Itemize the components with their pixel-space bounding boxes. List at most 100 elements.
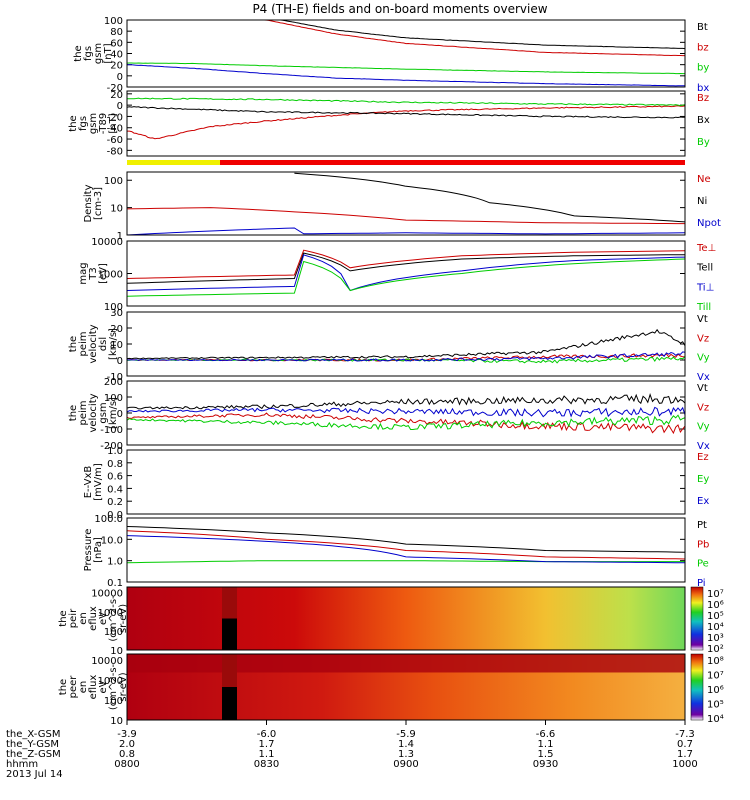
ytick-label: 20: [110, 90, 123, 101]
data-gap-block: [222, 687, 237, 720]
ytick-label: -10: [107, 372, 123, 383]
ylabel-peir_en_eflux: thepeirenefluxeV(cm^2-s-sr-eV): [58, 595, 129, 642]
ytick-label: 10000: [91, 589, 123, 600]
series-line-Tell: [126, 252, 686, 284]
ylabel-line: Density: [83, 184, 94, 222]
orbit-value: 1.1: [259, 749, 275, 760]
ytick-label: 20: [110, 61, 123, 72]
ylabel-peim_velocity_dsl: thepeimvelocitydsl[km/s]: [68, 324, 119, 363]
ytick-label: 100: [104, 176, 123, 187]
series-line-Till: [126, 258, 686, 297]
ylabel-line: eV: [98, 680, 109, 693]
legend-label-Pe: Pe: [697, 559, 709, 570]
ylabel-line: E--VxB: [83, 466, 94, 499]
ytick-label: 1000: [98, 270, 123, 281]
panel-frame: [126, 90, 686, 157]
ylabel-line: [nT]: [108, 113, 119, 133]
series-line-Npot: [126, 227, 686, 236]
panel-frame: [126, 380, 686, 446]
ylabel-line: the: [58, 679, 69, 695]
legend-label-bz: bz: [697, 42, 709, 53]
legend-label-Pi: Pi: [697, 578, 706, 589]
mode-bar-segment: [220, 160, 685, 165]
panel-frame: [126, 517, 686, 583]
legend-label-Bt: Bt: [697, 22, 708, 33]
ylabel-line: [nPa]: [93, 537, 104, 563]
ytick-label: -200: [100, 441, 123, 452]
ylabel-line: fgs: [83, 46, 94, 61]
legend-label-Ne: Ne: [697, 174, 711, 185]
ytick-label: 10000: [91, 237, 123, 248]
ylabel-line: en: [78, 681, 89, 694]
orbit-label: 2013 Jul 14: [6, 769, 63, 780]
colorbar-tick: 10³: [707, 633, 724, 644]
legend-label-by: by: [697, 63, 709, 74]
orbit-value: 0.8: [119, 749, 135, 760]
series-line-Ti⊥: [126, 254, 686, 292]
ytick-label: 0.6: [107, 472, 123, 483]
ylabel-line: the: [73, 45, 84, 61]
ylabel-line: gsm: [98, 402, 109, 423]
ylabel-line: [eV]: [98, 263, 109, 284]
legend-label-Vz: Vz: [697, 333, 709, 344]
series-line-By: [127, 97, 686, 107]
series-line-bx: [126, 64, 685, 87]
series-line-Vy: [126, 414, 686, 431]
legend-label-Pt: Pt: [697, 520, 707, 531]
ylabel-line: velocity: [88, 393, 99, 432]
spectrogram-peir_en_eflux: [127, 587, 685, 650]
panel-frame: [126, 171, 686, 236]
colorbar-tick: 10⁸: [707, 656, 724, 667]
ytick-label: 1000: [98, 676, 123, 687]
ylabel-line: (cm^2-s-: [108, 663, 119, 710]
ylabel-line: [cm-3]: [93, 187, 104, 220]
panel-peir_en_eflux: thepeirenefluxeV(cm^2-s-sr-eV)10000 1000 1…: [58, 586, 724, 657]
orbit-value: 0.7: [677, 739, 693, 750]
series-line-Pb: [126, 530, 686, 560]
colorbar-tick: 10⁵: [707, 611, 724, 622]
ytick-label: 100.0: [94, 514, 123, 525]
ylabel-efield: E--VxB[mV/m]: [83, 463, 104, 501]
legend-label-Bz: Bz: [697, 93, 709, 104]
orbit-value: 0830: [254, 759, 279, 770]
colorbar-tick: 10⁶: [707, 600, 724, 611]
ylabel-pressure: Pressure[nPa]: [83, 529, 104, 572]
ylabel-density: Density[cm-3]: [83, 184, 104, 222]
ytick-label: -20: [107, 112, 123, 123]
panel-fgs_gsm_t89: thefgsgsm-T89[nT] 200-20-40-60-80 Bz Bx By: [68, 90, 710, 158]
series-line-by: [126, 62, 685, 75]
legend-label-Ni: Ni: [697, 196, 707, 207]
ylabel-line: [nT]: [103, 43, 114, 63]
ylabel-line: [mV/m]: [93, 463, 104, 501]
ytick-label: 100: [104, 696, 123, 707]
legend-label-Ez: Ez: [697, 452, 709, 463]
ylabel-fgs_gsm: thefgsgsm[nT]: [73, 43, 114, 64]
colorbar-tick: 10²: [707, 644, 724, 655]
ytick-label: 1000: [98, 608, 123, 619]
ytick-label: -60: [107, 135, 123, 146]
panel-frame: [126, 449, 686, 515]
orbit-label: the_Z-GSM: [6, 749, 61, 760]
ytick-label: 10: [110, 716, 123, 727]
legend-label-Ti⊥: Ti⊥: [696, 282, 714, 293]
ytick-label: 0.0: [107, 510, 123, 521]
orbit-value: 1000: [672, 759, 697, 770]
panel-density: Density[cm-3]100 10 1 Ne Ni Npot: [83, 171, 721, 242]
legend-label-Npot: Npot: [697, 218, 721, 229]
ytick-label: 100: [104, 627, 123, 638]
ylabel-line: (cm^2-s-: [108, 595, 119, 642]
ylabel-peer_en_eflux: thepeerenefluxeV(cm^2-s-sr-eV): [58, 663, 129, 710]
series-line-Vx: [126, 406, 686, 418]
colorbar-tick: 10⁷: [707, 671, 724, 682]
colorbar-peir_en_eflux: [690, 586, 704, 651]
ylabel-line: velocity: [88, 324, 99, 363]
orbit-value: 1.3: [398, 749, 414, 760]
ytick-label: 0: [117, 72, 123, 83]
legend-label-Ey: Ey: [697, 474, 709, 485]
series-line-Bx: [126, 106, 685, 119]
ytick-label: -40: [107, 124, 123, 135]
ylabel-line: eflux: [88, 675, 99, 700]
ylabel-line: peir: [68, 608, 79, 628]
colorbar-tick: 10⁶: [707, 685, 724, 696]
